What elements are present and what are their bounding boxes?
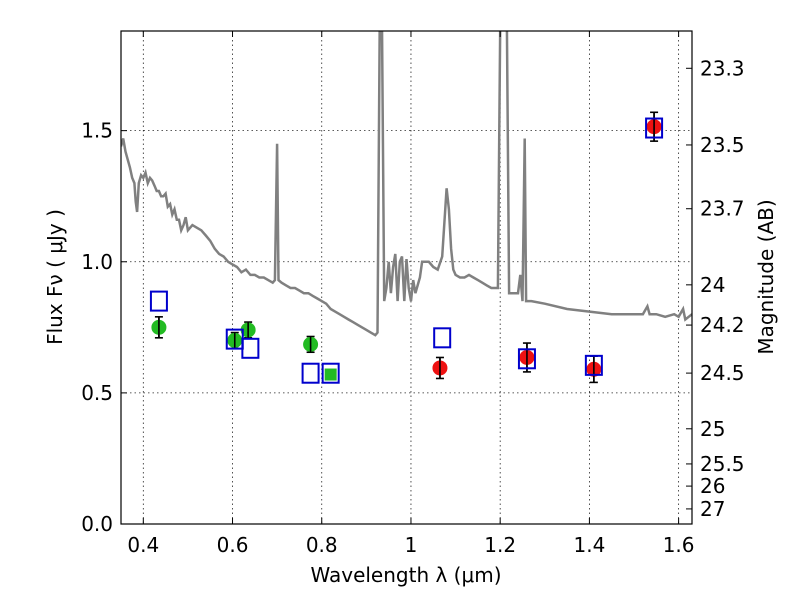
right-tick-label: 25: [700, 417, 725, 441]
right-tick-label: 23.3: [700, 56, 745, 80]
right-tick-label: 24: [700, 273, 725, 297]
right-tick-label: 25.5: [700, 452, 745, 476]
y-tick-layer: 0.0 0.5 1.0 1.5: [81, 119, 127, 536]
y-tick-label: 0.0: [81, 512, 113, 536]
x-tick-label: 1.6: [663, 533, 695, 557]
model-square: [321, 362, 340, 384]
y-tick-label: 0.5: [81, 381, 113, 405]
x-tick-label: 1.4: [573, 533, 605, 557]
model-square: [645, 117, 664, 139]
x-tick-label: 0.6: [217, 533, 249, 557]
right-tick-label: 26: [700, 474, 725, 498]
model-square: [241, 337, 260, 359]
x-tick-label: 0.4: [127, 533, 159, 557]
right-axis-title: Magnitude (AB): [754, 199, 778, 354]
right-tick-label: 23.5: [700, 133, 745, 157]
model-square: [301, 362, 320, 384]
right-tick-label: 24.2: [700, 313, 745, 337]
grid: [121, 31, 692, 525]
x-tick-layer: 0.4 0.6 0.8 1 1.2 1.4 1.6: [127, 31, 695, 557]
right-tick-label: 24.5: [700, 361, 745, 385]
axes-frame: [120, 30, 693, 525]
optical-point: [324, 368, 337, 381]
plot-frame: [120, 30, 693, 525]
observed-point-layer: [151, 112, 662, 383]
right-tick-label: 23.7: [700, 197, 745, 221]
y-tick-label: 1.0: [81, 250, 113, 274]
x-axis-title: Wavelength λ (μm): [310, 563, 501, 587]
x-tick-label: 0.8: [306, 533, 338, 557]
y-axis-title: Flux Fν ( μJy ): [43, 209, 67, 345]
model-square-layer: [149, 117, 664, 384]
model-square: [433, 327, 452, 349]
model-square: [584, 354, 603, 376]
right-tick-label: 27: [700, 497, 725, 521]
template-sed-layer: [121, 31, 692, 337]
x-tick-label: 1.2: [484, 533, 516, 557]
y-tick-label: 1.5: [81, 119, 113, 143]
model-square: [149, 290, 168, 312]
template-sed-line: [121, 31, 692, 337]
x-tick-label: 1: [405, 533, 418, 557]
model-square: [517, 348, 536, 370]
